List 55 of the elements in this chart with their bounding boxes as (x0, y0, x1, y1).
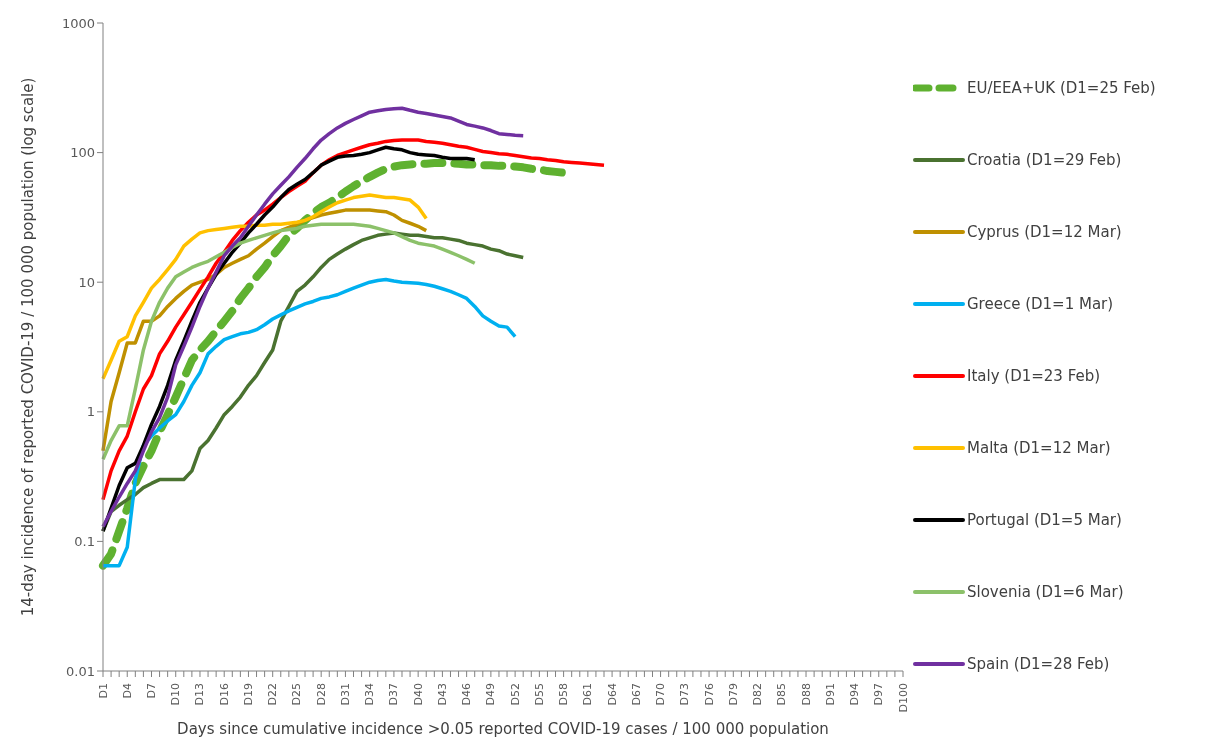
legend-label: Croatia (D1=29 Feb) (967, 150, 1122, 169)
legend-label: Malta (D1=12 Mar) (967, 438, 1111, 457)
y-tick-label: 1000 (61, 15, 95, 31)
legend-label: Italy (D1=23 Feb) (967, 366, 1101, 385)
x-tick-label: D52 (508, 683, 522, 706)
legend-label: Spain (D1=28 Feb) (967, 654, 1110, 673)
x-tick-label: D13 (193, 683, 207, 706)
y-tick-label: 10 (78, 274, 95, 290)
x-tick-label: D49 (484, 683, 498, 706)
x-tick-label: D79 (726, 683, 740, 706)
x-tick-label: D46 (460, 683, 474, 706)
x-tick-label: D28 (314, 683, 328, 706)
legend-label: Cyprus (D1=12 Mar) (967, 222, 1122, 241)
x-tick-label: D64 (605, 683, 619, 706)
x-tick-label: D25 (290, 683, 304, 706)
x-tick-label: D7 (144, 683, 158, 699)
x-tick-label: D55 (532, 683, 546, 706)
x-tick-label: D100 (896, 683, 910, 713)
x-tick-label: D10 (169, 683, 183, 706)
line-series (101, 277, 517, 568)
x-tick-label: D43 (435, 683, 449, 706)
line-series (101, 222, 477, 462)
y-tick-label: 1 (86, 404, 95, 420)
y-tick-label: 0.1 (74, 534, 95, 550)
y-axis-title: 14-day incidence of reported COVID-19 / 100 000 population (log scale) (19, 77, 38, 617)
x-tick-label: D1 (96, 683, 110, 699)
x-tick-label: D16 (217, 683, 231, 706)
line-series (101, 106, 525, 529)
x-tick-label: D91 (823, 683, 837, 706)
y-tick-label: 0.01 (66, 663, 95, 679)
x-axis-title: Days since cumulative incidence >0.05 reported COVID-19 cases / 100 000 population (177, 719, 829, 738)
x-tick-label: D97 (872, 683, 886, 706)
x-tick-label: D82 (751, 683, 765, 706)
legend-label: Portugal (D1=5 Mar) (967, 510, 1122, 529)
x-tick-label: D40 (411, 683, 425, 706)
x-tick-label: D37 (387, 683, 401, 706)
x-tick-label: D61 (581, 683, 595, 706)
x-tick-label: D85 (775, 683, 789, 706)
x-tick-label: D70 (654, 683, 668, 706)
x-tick-label: D58 (557, 683, 571, 706)
x-tick-label: D88 (799, 683, 813, 706)
legend-label: EU/EEA+UK (D1=25 Feb) (967, 78, 1156, 97)
x-tick-label: D94 (848, 683, 862, 706)
x-tick-label: D67 (629, 683, 643, 706)
legend-label: Greece (D1=1 Mar) (967, 294, 1114, 313)
x-tick-label: D73 (678, 683, 692, 706)
y-tick-label: 100 (70, 145, 95, 161)
x-tick-label: D76 (702, 683, 716, 706)
x-tick-label: D34 (363, 683, 377, 706)
x-tick-label: D19 (241, 683, 255, 706)
x-tick-label: D4 (120, 683, 134, 699)
x-tick-label: D31 (338, 683, 352, 706)
legend-label: Slovenia (D1=6 Mar) (967, 582, 1124, 601)
x-tick-label: D22 (266, 683, 280, 706)
line-series (101, 193, 428, 381)
